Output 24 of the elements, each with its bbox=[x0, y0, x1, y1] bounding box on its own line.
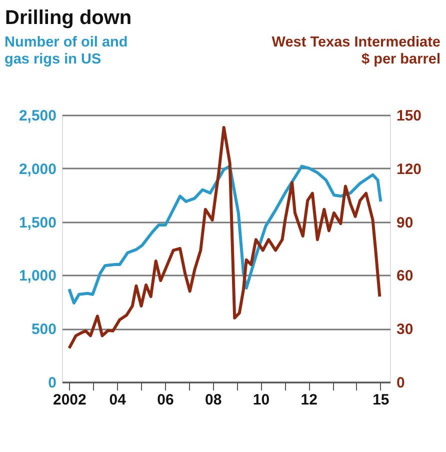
x-tick-label: 12 bbox=[300, 392, 318, 408]
chart-title: Drilling down bbox=[5, 7, 132, 29]
x-tick-label: 06 bbox=[157, 392, 174, 408]
y-tick-label: 1,500 bbox=[18, 214, 56, 232]
x-tick-label: 08 bbox=[204, 392, 222, 408]
y2-tick-label: 60 bbox=[396, 268, 414, 285]
y2-tick-label: 0 bbox=[396, 374, 405, 392]
y-tick-label: 2,500 bbox=[18, 108, 56, 124]
y-axis-title: Number of oil and gas rigs in US bbox=[4, 34, 128, 68]
y2-tick-label: 120 bbox=[396, 160, 422, 178]
y-tick-label: 0 bbox=[48, 374, 56, 392]
y-tick-label: 1,000 bbox=[18, 268, 56, 285]
x-tick-label: 15 bbox=[372, 392, 390, 408]
x-tick-label: 2002 bbox=[52, 392, 86, 408]
y-tick-label: 500 bbox=[31, 321, 56, 338]
y2-tick-label: 90 bbox=[396, 214, 414, 232]
y2-axis-title: West Texas Intermediate $ per barrel bbox=[272, 34, 440, 68]
x-tick-label: 10 bbox=[252, 392, 270, 408]
line-series bbox=[68, 126, 382, 350]
y2-tick-label: 150 bbox=[396, 108, 422, 124]
y-tick-label: 2,000 bbox=[18, 160, 56, 178]
y2-tick-label: 30 bbox=[396, 321, 414, 338]
line-series bbox=[68, 164, 382, 304]
x-tick-label: 04 bbox=[109, 392, 127, 408]
